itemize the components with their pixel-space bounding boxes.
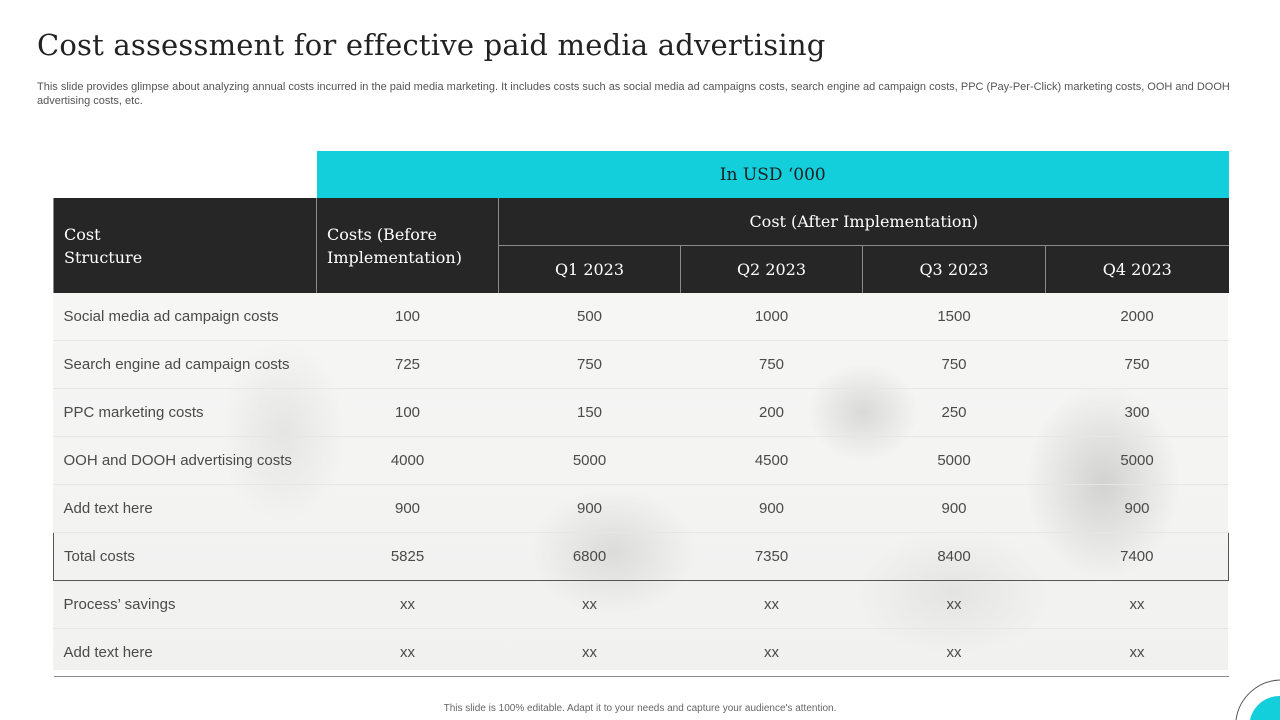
row-label: Total costs	[53, 532, 317, 581]
row-value: 900	[498, 484, 681, 533]
currency-header: In USD ‘000	[315, 151, 1229, 198]
table-row: OOH and DOOH advertising costs 4000 5000 45…	[53, 436, 1229, 485]
row-value: 750	[862, 340, 1046, 389]
row-value: 725	[316, 340, 499, 389]
page-title: Cost assessment for effective paid media…	[37, 28, 826, 62]
row-value: 2000	[1045, 293, 1229, 341]
column-header-q1: Q1 2023	[498, 245, 681, 293]
row-value: 750	[498, 340, 681, 389]
row-value: 900	[316, 484, 499, 533]
row-value: 900	[1045, 484, 1229, 533]
row-value: xx	[498, 580, 681, 629]
row-value: xx	[316, 580, 499, 629]
row-value: 250	[862, 388, 1046, 437]
table-row: PPC marketing costs 100 150 200 250 300	[53, 388, 1229, 437]
header-blank-cell	[54, 151, 317, 198]
table-body: Social media ad campaign costs 100 500 1000…	[53, 293, 1230, 677]
slide-description: This slide provides glimpse about analyz…	[37, 81, 1230, 107]
column-header-q2: Q2 2023	[680, 245, 863, 293]
table-row: Add text here 900 900 900 900 900	[53, 484, 1229, 533]
row-value: 1000	[680, 293, 863, 341]
row-value: 750	[1045, 340, 1229, 389]
row-label: Add text here	[53, 484, 317, 533]
row-label: Add text here	[53, 628, 317, 677]
row-value: 6800	[498, 532, 681, 581]
column-header-after: Cost (After Implementation)	[497, 198, 1229, 246]
row-label: Search engine ad campaign costs	[53, 340, 317, 389]
row-value: xx	[680, 628, 863, 677]
row-value: xx	[498, 628, 681, 677]
row-value: 900	[862, 484, 1046, 533]
row-value: 1500	[862, 293, 1046, 341]
table-row: Total costs 5825 6800 7350 8400 7400	[53, 532, 1230, 581]
row-value: xx	[1045, 580, 1229, 629]
row-value: 5000	[862, 436, 1046, 485]
row-value: 500	[498, 293, 681, 341]
row-value: 5825	[316, 532, 499, 581]
row-value: 7350	[680, 532, 863, 581]
row-value: 100	[316, 388, 499, 437]
row-value: 750	[680, 340, 863, 389]
row-value: 200	[680, 388, 863, 437]
row-value: xx	[316, 628, 499, 677]
row-label: PPC marketing costs	[53, 388, 317, 437]
row-value: 4000	[316, 436, 499, 485]
column-header-cost-structure: Cost Structure	[53, 198, 317, 293]
row-value: xx	[680, 580, 863, 629]
row-label: OOH and DOOH advertising costs	[53, 436, 317, 485]
row-value: xx	[862, 628, 1046, 677]
footer-note: This slide is 100% editable. Adapt it to…	[443, 703, 837, 714]
row-value: 100	[316, 293, 499, 341]
table-row: Process’ savings xx xx xx xx xx	[53, 580, 1229, 629]
table-row: Add text here xx xx xx xx xx	[53, 628, 1229, 677]
row-value: 150	[498, 388, 681, 437]
row-value: 300	[1045, 388, 1229, 437]
table-row: Search engine ad campaign costs 725 750 750…	[53, 340, 1229, 389]
row-label: Social media ad campaign costs	[53, 293, 317, 341]
row-value: 5000	[498, 436, 681, 485]
column-header-q3: Q3 2023	[862, 245, 1046, 293]
row-value: xx	[862, 580, 1046, 629]
column-header-before: Costs (Before Implementation)	[316, 198, 499, 293]
corner-decoration-icon	[1235, 679, 1280, 720]
row-value: 7400	[1045, 532, 1230, 581]
row-value: 8400	[862, 532, 1046, 581]
row-value: 900	[680, 484, 863, 533]
row-value: xx	[1045, 628, 1229, 677]
row-value: 5000	[1045, 436, 1229, 485]
cost-assessment-table: In USD ‘000 Cost Structure Costs (Before…	[53, 151, 1230, 677]
row-value: 4500	[680, 436, 863, 485]
column-header-q4: Q4 2023	[1044, 245, 1229, 293]
table-row: Social media ad campaign costs 100 500 1000…	[53, 293, 1229, 341]
row-label: Process’ savings	[53, 580, 317, 629]
